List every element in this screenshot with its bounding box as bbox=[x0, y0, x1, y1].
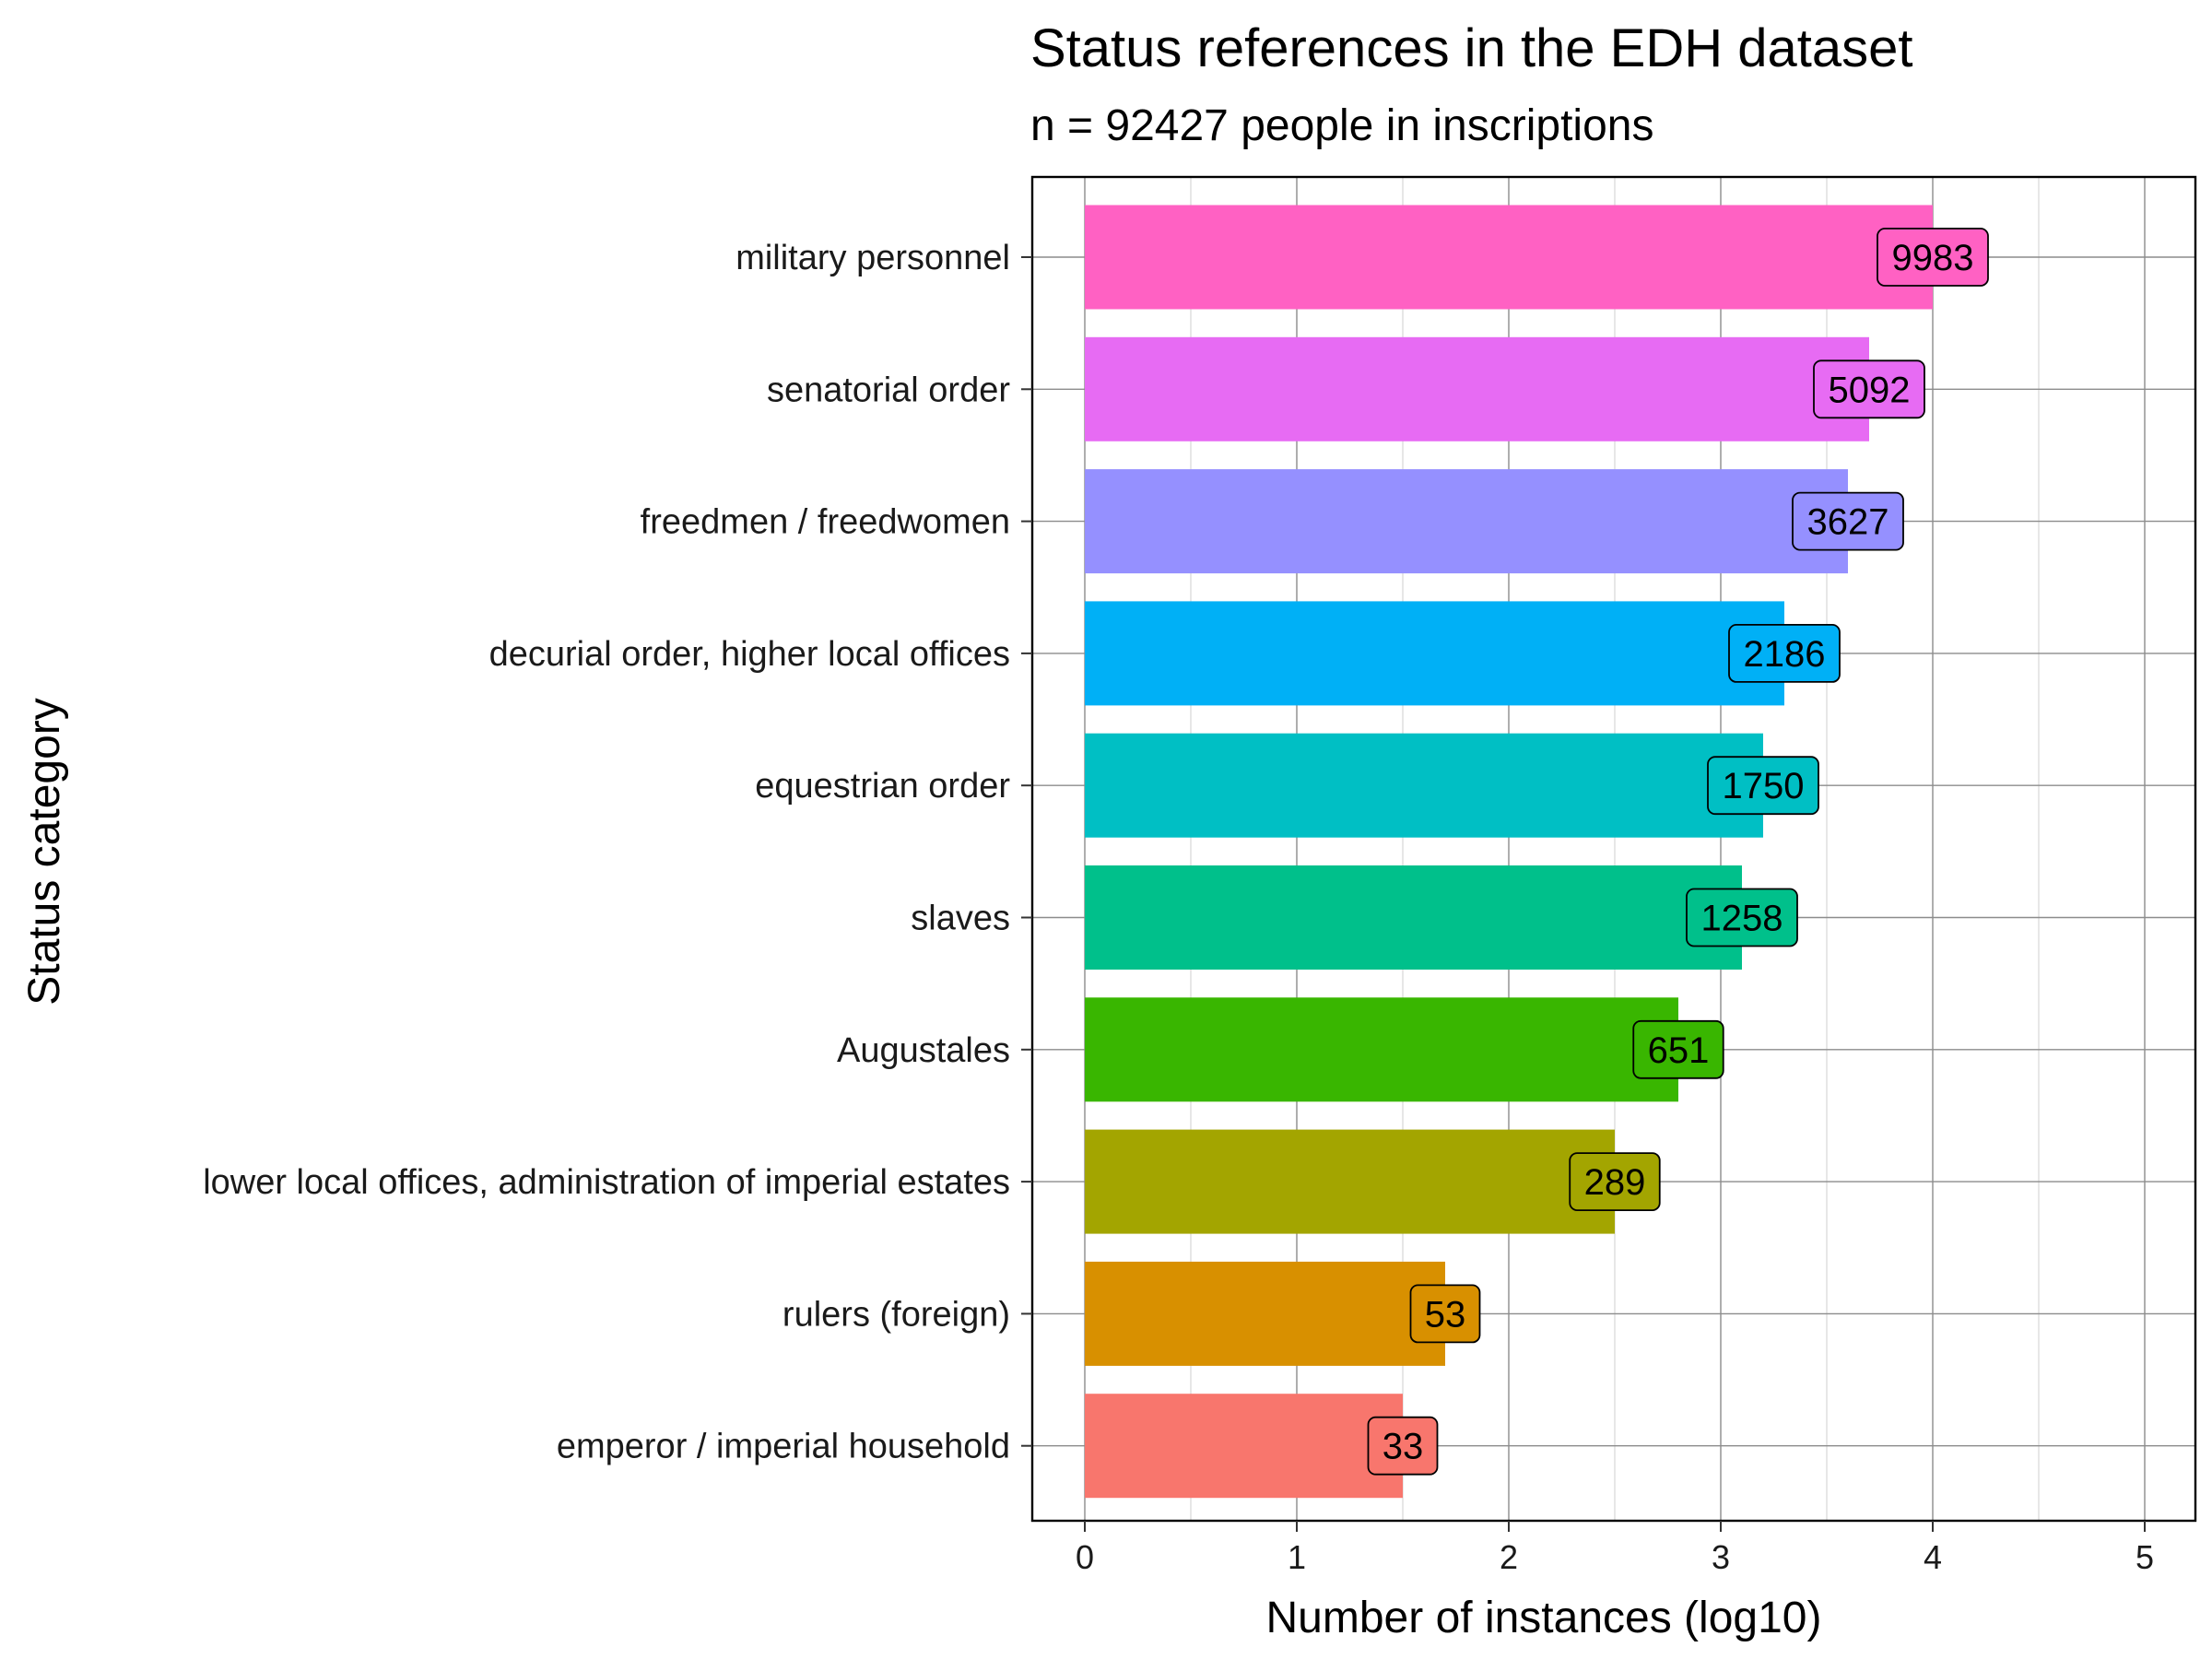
x-tick-label: 3 bbox=[1712, 1538, 1730, 1576]
bar bbox=[1085, 336, 1869, 441]
category-label: military personnel bbox=[735, 239, 1010, 277]
category-label: Augustales bbox=[837, 1031, 1010, 1070]
category-label: senatorial order bbox=[767, 371, 1010, 409]
x-tick-label: 4 bbox=[1924, 1538, 1942, 1576]
data-label-box bbox=[1813, 359, 1925, 419]
chart-title: Status references in the EDH dataset bbox=[1030, 18, 1913, 78]
data-label: 33 bbox=[1382, 1427, 1424, 1467]
bar bbox=[1085, 1261, 1445, 1366]
x-tick-label: 1 bbox=[1288, 1538, 1306, 1576]
y-axis-title: Status category bbox=[20, 698, 69, 1006]
bar bbox=[1085, 733, 1763, 838]
data-label-box bbox=[1569, 1152, 1661, 1211]
category-label: rulers (foreign) bbox=[782, 1295, 1010, 1334]
category-label: freedmen / freedwomen bbox=[641, 503, 1010, 542]
data-label-box bbox=[1707, 756, 1819, 816]
data-label: 5092 bbox=[1829, 370, 1911, 410]
data-label: 289 bbox=[1584, 1162, 1646, 1203]
data-label-box bbox=[1728, 624, 1841, 683]
chart-subtitle: n = 92427 people in inscriptions bbox=[1030, 101, 1653, 150]
data-label: 3627 bbox=[1807, 502, 1889, 543]
bar bbox=[1085, 601, 1784, 706]
data-label-box bbox=[1686, 888, 1798, 947]
bar bbox=[1085, 1129, 1615, 1234]
x-tick-label: 0 bbox=[1076, 1538, 1094, 1576]
bar bbox=[1085, 1394, 1403, 1499]
x-tick-label: 2 bbox=[1500, 1538, 1518, 1576]
data-label: 651 bbox=[1648, 1030, 1710, 1071]
bar bbox=[1085, 865, 1742, 970]
x-axis-title: Number of instances (log10) bbox=[1266, 1594, 1822, 1642]
data-label: 53 bbox=[1425, 1294, 1466, 1335]
bar bbox=[1085, 205, 1933, 310]
bar bbox=[1085, 997, 1678, 1102]
category-label: decurial order, higher local offices bbox=[489, 635, 1010, 674]
category-label: slaves bbox=[911, 900, 1010, 938]
data-label: 1750 bbox=[1723, 766, 1805, 806]
data-label: 1258 bbox=[1701, 899, 1783, 939]
data-label-box bbox=[1632, 1019, 1724, 1079]
data-labels: 9983 5092 3627 2186 1750 1258 651 289 53 33 bbox=[1367, 228, 1989, 1476]
bars bbox=[1085, 205, 1933, 1499]
category-label: equestrian order bbox=[755, 767, 1010, 806]
bar bbox=[1085, 469, 1848, 574]
data-label: 9983 bbox=[1892, 238, 1974, 278]
category-label: emperor / imperial household bbox=[557, 1428, 1010, 1466]
axes: 0 1 2 3 4 5 military personnel senatorial order… bbox=[203, 239, 2154, 1576]
data-label-box bbox=[1792, 491, 1904, 551]
data-label-box bbox=[1409, 1284, 1481, 1344]
data-label-box bbox=[1877, 228, 1989, 287]
category-label: lower local offices, administration of i… bbox=[203, 1163, 1010, 1202]
x-tick-label: 5 bbox=[2136, 1538, 2154, 1576]
data-label-box bbox=[1367, 1416, 1439, 1476]
data-label: 2186 bbox=[1744, 634, 1826, 675]
plot-panel bbox=[1030, 175, 2197, 1523]
